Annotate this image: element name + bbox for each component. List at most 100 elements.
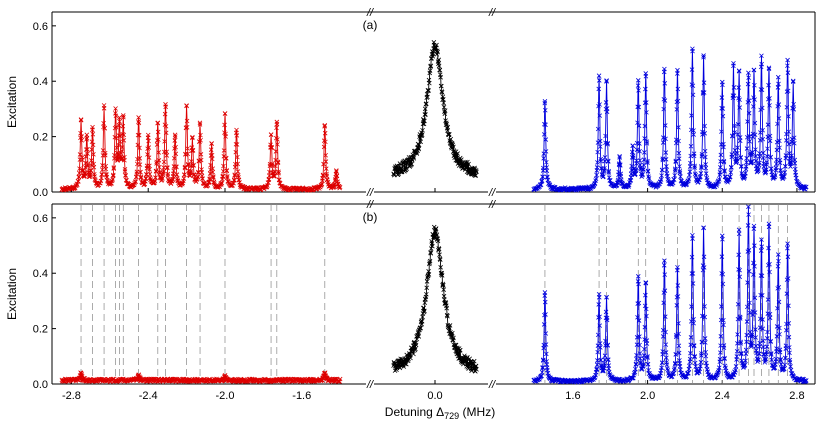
x-tick-label: -2.0 [216, 390, 235, 402]
data-point [675, 283, 681, 288]
data-point [185, 146, 190, 151]
data-point [735, 301, 741, 307]
data-point [164, 153, 170, 158]
data-point [783, 153, 789, 158]
data-point [272, 169, 278, 174]
data-point [767, 261, 772, 267]
data-point [766, 245, 771, 251]
data-point [760, 317, 765, 322]
data-point [183, 125, 189, 130]
data-point [636, 300, 642, 306]
data-point [690, 281, 696, 286]
data-point [87, 173, 93, 178]
data-point [736, 85, 741, 90]
x-tick-label: 2.0 [640, 390, 655, 402]
data-point [645, 169, 651, 174]
data-point [642, 123, 648, 129]
data-point [164, 165, 170, 171]
data-point [437, 252, 442, 257]
data-point [414, 151, 420, 156]
data-point [136, 120, 142, 126]
series-red [59, 370, 343, 384]
data-point [637, 148, 642, 154]
data-point [688, 335, 694, 340]
data-point [775, 305, 780, 311]
data-point [689, 271, 695, 276]
data-point [774, 139, 780, 145]
axis-break-mark: // [488, 187, 496, 199]
data-point [734, 348, 740, 354]
data-point [540, 365, 545, 370]
data-point [102, 126, 107, 131]
data-point [777, 325, 782, 331]
data-point [752, 264, 757, 269]
data-point [692, 165, 697, 170]
data-point [642, 346, 647, 352]
data-point [698, 359, 704, 365]
data-point [786, 114, 791, 119]
data-point [636, 281, 641, 287]
data-point [427, 260, 433, 265]
data-point [786, 345, 792, 350]
data-point [635, 78, 641, 83]
data-point [760, 127, 765, 133]
panel-b: // // // // 0.0 0.2 0.4 0.6 Excitation -2.8 -2.4 -2… [5, 199, 816, 402]
data-point [231, 178, 237, 183]
data-point [759, 61, 765, 67]
data-point [737, 105, 742, 110]
data-point [688, 143, 694, 149]
data-point [198, 157, 204, 163]
data-point [447, 131, 452, 137]
data-point [411, 154, 416, 160]
data-point [597, 314, 602, 320]
data-point [100, 167, 105, 173]
data-point [747, 151, 753, 156]
data-point [211, 180, 217, 185]
data-point [154, 159, 159, 165]
data-point [425, 94, 430, 100]
data-point [147, 167, 152, 172]
data-point [749, 158, 755, 164]
data-point [732, 123, 737, 129]
data-point [767, 269, 772, 275]
data-point [738, 341, 744, 346]
data-point [114, 145, 120, 151]
data-point [618, 173, 624, 179]
data-point [738, 339, 744, 345]
data-point [786, 303, 791, 309]
data-point [677, 169, 682, 174]
data-point [790, 78, 796, 84]
data-point [114, 150, 120, 156]
data-point [701, 53, 706, 58]
data-point [753, 147, 758, 152]
data-point [701, 90, 707, 95]
data-point [637, 158, 643, 163]
data-point [459, 157, 464, 162]
data-point [264, 184, 270, 190]
data-point [84, 135, 90, 141]
data-point [633, 362, 639, 367]
data-point [767, 311, 773, 317]
data-point [121, 132, 127, 138]
data-point [757, 325, 763, 330]
data-point [784, 137, 789, 143]
data-point [670, 180, 676, 186]
data-point [743, 358, 748, 364]
data-point [660, 349, 666, 354]
data-point [443, 299, 448, 305]
data-point [82, 171, 88, 177]
data-point [542, 299, 548, 305]
data-point [438, 265, 443, 270]
data-point [539, 178, 545, 183]
data-point [223, 156, 229, 161]
data-point [274, 121, 280, 127]
data-point [663, 123, 668, 128]
series-line [393, 226, 477, 373]
data-point [153, 175, 158, 181]
data-point [769, 357, 774, 363]
data-point [721, 345, 727, 351]
data-point [781, 174, 787, 180]
data-point [77, 166, 82, 171]
data-point [773, 356, 779, 362]
data-point [544, 351, 549, 357]
